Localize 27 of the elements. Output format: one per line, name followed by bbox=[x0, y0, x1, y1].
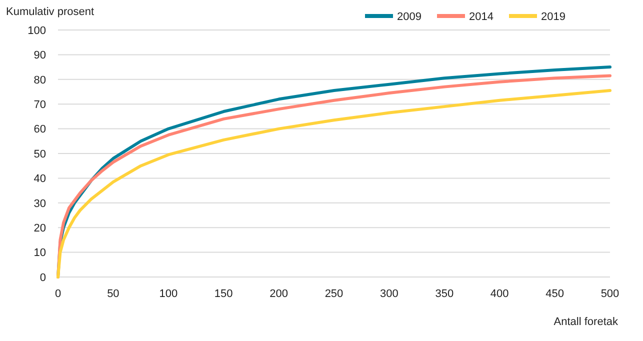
x-tick-label: 250 bbox=[324, 288, 344, 300]
x-tick-label: 450 bbox=[546, 288, 564, 300]
y-tick-label: 100 bbox=[28, 24, 46, 37]
x-tick-label: 350 bbox=[435, 288, 454, 300]
y-tick-label: 60 bbox=[34, 124, 46, 136]
x-tick-label: 200 bbox=[270, 288, 288, 300]
x-tick-label: 500 bbox=[600, 288, 620, 300]
y-tick-label: 20 bbox=[34, 222, 46, 234]
x-tick-label: 0 bbox=[54, 288, 62, 300]
legend-label: 2019 bbox=[541, 10, 566, 23]
y-tick-label: 0 bbox=[40, 272, 46, 284]
y-tick-label: 50 bbox=[34, 148, 46, 160]
x-axis-title: Antall foretak bbox=[554, 316, 618, 328]
legend-label: 2014 bbox=[469, 10, 494, 23]
legend-label: 2009 bbox=[397, 10, 422, 23]
y-axis-title: Kumulativ prosent bbox=[6, 6, 94, 18]
y-tick-label: 80 bbox=[34, 74, 46, 86]
x-tick-label: 150 bbox=[214, 288, 233, 300]
y-tick-label: 40 bbox=[34, 173, 46, 186]
y-tick-label: 30 bbox=[34, 198, 46, 210]
x-tick-label: 50 bbox=[107, 288, 120, 300]
y-tick-label: 10 bbox=[34, 247, 46, 260]
x-tick-label: 300 bbox=[380, 288, 398, 300]
y-tick-label: 90 bbox=[34, 50, 46, 62]
x-tick-label: 400 bbox=[490, 288, 509, 300]
x-tick-label: 100 bbox=[159, 288, 178, 300]
y-tick-label: 70 bbox=[34, 98, 46, 111]
